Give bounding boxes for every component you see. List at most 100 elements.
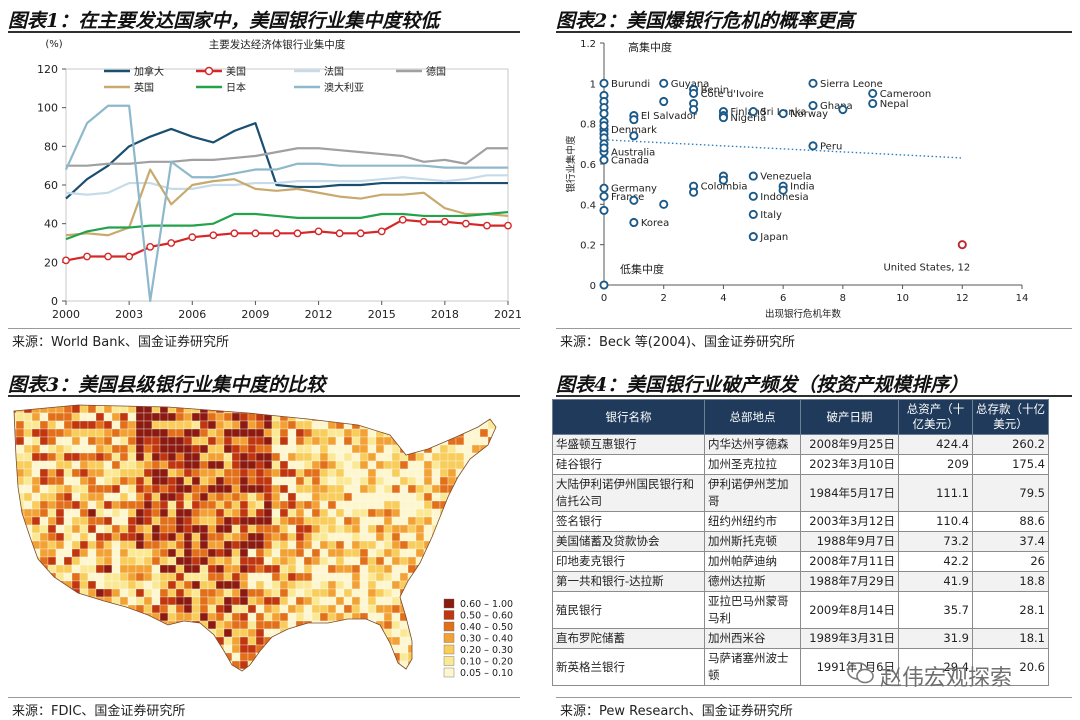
county-cell bbox=[79, 405, 89, 406]
county-cell bbox=[431, 476, 441, 486]
county-cell bbox=[55, 652, 65, 662]
county-cell bbox=[287, 612, 297, 622]
table-cell: 26 bbox=[972, 551, 1049, 572]
county-cell bbox=[119, 572, 129, 582]
county-cell bbox=[335, 484, 345, 494]
county-cell bbox=[207, 405, 217, 414]
table-cell: 209 bbox=[898, 454, 973, 475]
data-point bbox=[314, 227, 323, 236]
data-point bbox=[125, 252, 134, 261]
county-cell bbox=[351, 660, 361, 670]
county-cell bbox=[383, 460, 393, 470]
county-cell bbox=[343, 428, 353, 438]
county-cell bbox=[247, 548, 257, 558]
county-cell bbox=[208, 693, 216, 695]
county-cell bbox=[255, 644, 265, 654]
county-cell bbox=[184, 685, 192, 693]
scatter-point bbox=[599, 143, 609, 153]
county-cell bbox=[360, 685, 368, 693]
county-cell bbox=[247, 636, 257, 646]
county-cell bbox=[359, 540, 369, 550]
county-cell bbox=[143, 652, 153, 662]
county-cell bbox=[255, 628, 265, 638]
county-cell bbox=[368, 677, 376, 685]
county-cell bbox=[239, 644, 249, 654]
county-cell bbox=[15, 556, 25, 566]
county-cell bbox=[271, 468, 281, 478]
county-cell bbox=[31, 628, 41, 638]
x-tick-label: 2000 bbox=[52, 308, 80, 321]
county-cell bbox=[191, 508, 201, 518]
county-cell bbox=[271, 405, 281, 414]
data-point bbox=[504, 221, 512, 230]
county-cell bbox=[311, 508, 321, 518]
county-cell bbox=[399, 420, 409, 430]
county-cell bbox=[399, 572, 409, 582]
county-cell bbox=[79, 405, 89, 414]
county-cell bbox=[71, 460, 81, 470]
county-cell bbox=[14, 508, 17, 518]
county-cell bbox=[495, 524, 496, 534]
county-cell bbox=[463, 500, 473, 510]
county-cell bbox=[215, 628, 225, 638]
county-cell bbox=[135, 405, 145, 406]
county-cell bbox=[23, 492, 33, 502]
county-cell bbox=[431, 412, 441, 422]
county-cell bbox=[231, 652, 241, 662]
county-cell bbox=[31, 420, 41, 430]
county-cell bbox=[14, 644, 17, 654]
county-cell bbox=[23, 428, 33, 438]
county-cell bbox=[447, 556, 457, 566]
county-cell bbox=[96, 677, 104, 685]
county-cell bbox=[287, 644, 297, 654]
x-tick-label: 2006 bbox=[178, 308, 206, 321]
county-cell bbox=[240, 677, 248, 685]
county-cell bbox=[31, 620, 41, 630]
county-cell bbox=[167, 500, 177, 510]
county-cell bbox=[407, 405, 417, 414]
county-cell bbox=[512, 413, 520, 421]
county-cell bbox=[151, 628, 161, 638]
county-cell bbox=[135, 644, 145, 654]
county-cell bbox=[447, 588, 457, 598]
point-label: India bbox=[790, 182, 815, 193]
county-cell bbox=[367, 452, 377, 462]
county-cell bbox=[23, 628, 33, 638]
county-cell bbox=[47, 420, 57, 430]
county-cell bbox=[183, 588, 193, 598]
county-cell bbox=[143, 604, 153, 614]
county-cell bbox=[79, 524, 89, 534]
county-cell bbox=[95, 580, 105, 590]
county-cell bbox=[391, 452, 401, 462]
county-cell bbox=[79, 516, 89, 526]
county-cell bbox=[143, 452, 153, 462]
county-cell bbox=[295, 596, 305, 606]
county-cell bbox=[487, 532, 496, 542]
county-cell bbox=[439, 460, 449, 470]
county-cell bbox=[231, 508, 241, 518]
county-cell bbox=[295, 548, 305, 558]
county-cell bbox=[431, 668, 441, 671]
county-cell bbox=[247, 436, 257, 446]
county-cell bbox=[495, 532, 496, 542]
table-cell: 111.1 bbox=[898, 474, 973, 512]
county-cell bbox=[303, 492, 313, 502]
county-cell bbox=[335, 405, 345, 414]
county-cell bbox=[328, 677, 336, 685]
county-cell bbox=[199, 628, 209, 638]
county-cell bbox=[255, 572, 265, 582]
county-cell bbox=[199, 500, 209, 510]
county-cell bbox=[231, 628, 241, 638]
county-cell bbox=[367, 460, 377, 470]
county-cell bbox=[239, 516, 249, 526]
county-cell bbox=[175, 428, 185, 438]
county-cell bbox=[512, 597, 520, 605]
county-cell bbox=[64, 677, 72, 685]
county-cell bbox=[103, 476, 113, 486]
county-cell bbox=[16, 685, 24, 693]
county-cell bbox=[167, 428, 177, 438]
county-cell bbox=[55, 668, 65, 671]
county-cell bbox=[407, 476, 417, 486]
county-cell bbox=[95, 428, 105, 438]
county-cell bbox=[455, 508, 465, 518]
